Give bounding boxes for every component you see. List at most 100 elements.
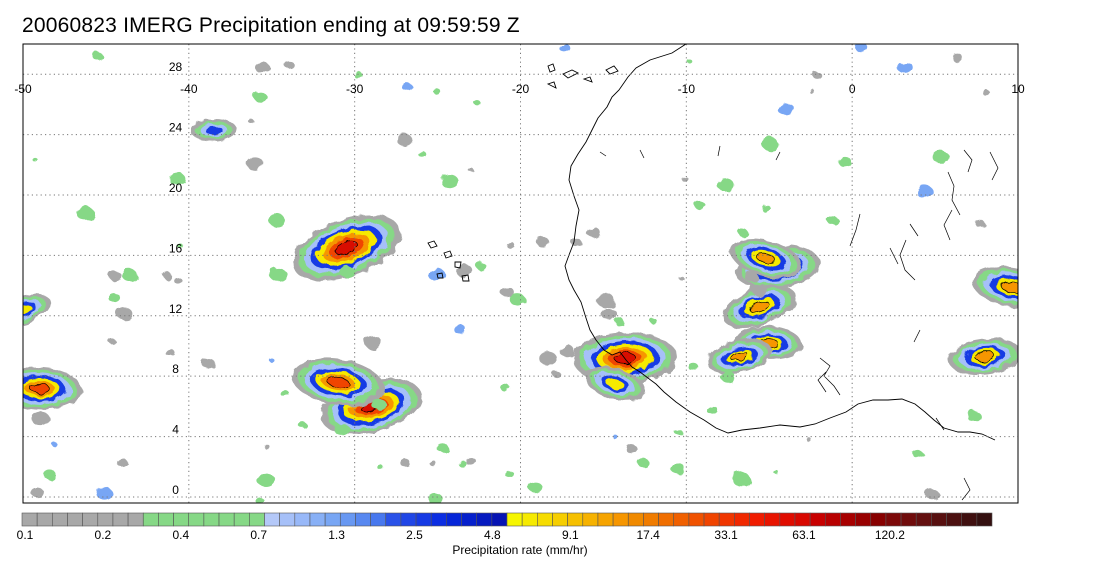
colorbar-swatch <box>279 512 296 527</box>
lon-tick-label: -20 <box>512 82 530 96</box>
colorbar-swatch <box>385 512 402 527</box>
precipitation-speck <box>501 287 515 298</box>
precipitation-speck <box>428 493 443 503</box>
precipitation-speck <box>612 435 619 440</box>
colorbar-swatch <box>537 512 553 527</box>
precipitation-speck <box>174 278 183 285</box>
precipitation-speck <box>429 460 437 467</box>
precipitation-speck <box>925 489 939 500</box>
precipitation-speck <box>121 269 138 282</box>
colorbar-swatch <box>597 512 614 527</box>
precipitation-speck <box>377 465 384 470</box>
precipitation-speck <box>732 472 751 487</box>
colorbar-swatch <box>52 512 68 527</box>
precipitation-cell <box>730 238 802 279</box>
precipitation-speck <box>688 363 699 372</box>
precipitation-speck <box>116 458 128 467</box>
lon-tick-label: -50 <box>14 82 32 96</box>
colorbar-tick-label: 4.8 <box>484 528 501 542</box>
precipitation-speck <box>256 472 275 487</box>
precipitation-speck <box>168 172 185 185</box>
precipitation-speck <box>897 61 914 74</box>
colorbar-tick-label: 17.4 <box>636 528 660 542</box>
precipitation-speck <box>982 90 991 96</box>
precipitation-speck <box>586 226 600 238</box>
lat-tick-label: 12 <box>169 302 183 316</box>
precipitation-cell <box>584 366 646 401</box>
colorbar-swatch <box>309 512 326 527</box>
precipitation-speck <box>283 60 294 68</box>
precipitation-speck <box>601 308 618 321</box>
colorbar-swatch <box>142 512 159 527</box>
precipitation-speck <box>777 102 795 116</box>
lon-tick-label: -40 <box>180 82 198 96</box>
colorbar-swatch <box>370 512 387 527</box>
colorbar-swatch <box>961 512 978 527</box>
lon-tick-label: 10 <box>1011 82 1025 96</box>
colorbar-swatch <box>643 512 659 527</box>
precipitation-contour <box>204 125 223 135</box>
precipitation-speck <box>916 185 934 199</box>
precipitation-speck <box>813 72 823 80</box>
precipitation-speck <box>553 371 562 379</box>
precipitation-speck <box>269 268 288 282</box>
colorbar-swatch <box>612 512 629 527</box>
precipitation-speck <box>201 358 215 369</box>
colorbar-swatch <box>430 512 447 527</box>
colorbar-tick-label: 33.1 <box>714 528 738 542</box>
colorbar-swatch <box>476 512 493 527</box>
colorbar-swatch <box>582 512 599 527</box>
colorbar-label: Precipitation rate (mm/hr) <box>452 543 587 557</box>
precipitation-speck <box>163 272 173 280</box>
colorbar-swatch <box>870 512 887 527</box>
lon-tick-label: -10 <box>678 82 696 96</box>
lat-tick-label: 16 <box>169 241 183 255</box>
precipitation-speck <box>745 271 759 283</box>
colorbar-swatch <box>324 512 341 527</box>
precipitation-speck <box>500 384 511 392</box>
graticule <box>23 44 1018 503</box>
precipitation-speck <box>806 438 813 443</box>
precipitation-contour <box>334 240 358 255</box>
precipitation-speck <box>31 412 51 427</box>
colorbar-swatch <box>915 512 932 527</box>
colorbar-swatch <box>627 512 644 527</box>
lat-tick-label: 8 <box>172 362 179 376</box>
precipitation-speck <box>334 423 351 436</box>
colorbar-swatch <box>294 512 311 527</box>
precipitation-cell <box>23 367 83 410</box>
precipitation-contour <box>605 378 625 390</box>
canary-islands <box>546 63 619 89</box>
precipitation-contour <box>749 300 770 313</box>
colorbar-swatch <box>446 512 462 527</box>
precipitation-speck <box>717 178 734 192</box>
precipitation-speck <box>116 307 133 320</box>
precipitation-speck <box>339 265 355 278</box>
precipitation-speck <box>506 242 516 249</box>
precipitation-cell <box>292 358 384 407</box>
colorbar-swatch <box>734 512 750 527</box>
colorbar-swatch <box>506 512 523 527</box>
colorbar-swatch <box>355 512 371 527</box>
precipitation-speck <box>246 156 264 170</box>
colorbar-swatch <box>779 512 796 527</box>
precipitation-speck <box>164 348 175 356</box>
colorbar-swatch <box>233 512 250 527</box>
precipitation-speck <box>402 83 413 92</box>
precipitation-contour <box>730 351 749 362</box>
colorbar-tick-label: 2.5 <box>406 528 423 542</box>
precipitation-cell <box>190 118 237 142</box>
precipitation-speck <box>951 53 963 63</box>
precipitation-field <box>23 44 1018 503</box>
colorbar-swatch <box>855 512 872 527</box>
colorbar-swatch <box>976 512 993 527</box>
lon-tick-label: 0 <box>849 82 856 96</box>
colorbar-swatch <box>931 512 947 527</box>
colorbar-swatch <box>491 512 508 527</box>
colorbar-tick-labels: 0.1 0.2 0.4 0.7 1.3 2.5 4.8 9.1 17.4 33.1 63.1 120.… <box>17 528 906 542</box>
precipitation-speck <box>108 293 121 303</box>
colorbar-swatch <box>809 512 826 527</box>
precipitation-speck <box>966 410 981 422</box>
colorbar-swatch <box>173 512 190 527</box>
